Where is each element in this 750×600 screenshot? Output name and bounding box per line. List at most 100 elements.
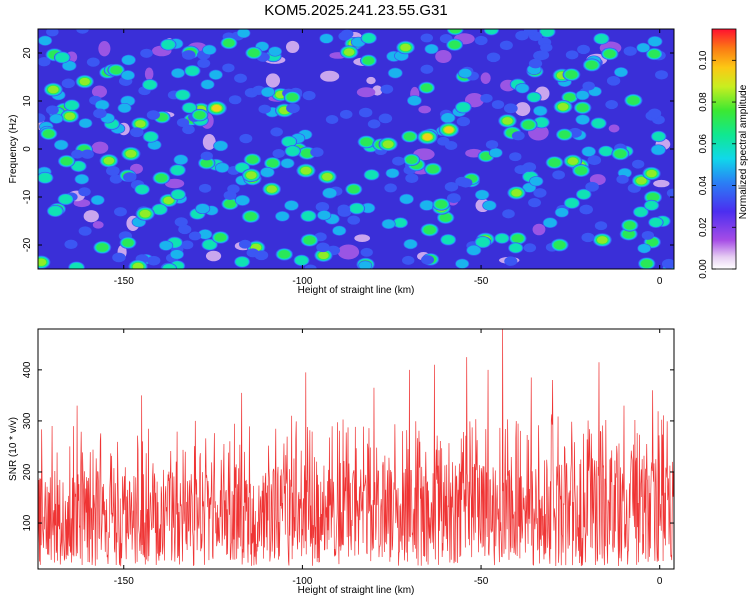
heatmap-blob-level xyxy=(421,255,435,265)
heatmap-blob xyxy=(526,91,542,103)
heatmap-blob xyxy=(621,219,639,232)
heatmap-blob xyxy=(632,159,645,169)
heatmap-blob-level xyxy=(511,189,522,197)
heatmap-blob-level xyxy=(359,261,372,269)
heatmap-hotspot xyxy=(93,240,112,254)
snr-x-tick-label: -100 xyxy=(292,576,312,587)
heatmap-blob-level xyxy=(362,56,375,65)
heatmap-blob-level xyxy=(239,133,253,144)
heatmap-blob-level xyxy=(476,237,490,247)
heatmap-blob-level xyxy=(202,45,216,55)
heatmap-blob xyxy=(647,108,662,119)
heatmap-blob xyxy=(491,100,505,109)
heatmap-blob-level xyxy=(444,181,459,192)
heatmap-blob xyxy=(293,254,310,267)
heatmap-blob-level xyxy=(72,161,85,171)
heatmap-blob xyxy=(197,229,213,240)
heatmap-blob-level xyxy=(535,50,550,60)
heatmap-blob-level xyxy=(576,90,589,100)
heatmap-blob-level xyxy=(399,194,414,204)
heatmap-blob-level xyxy=(301,148,314,158)
heatmap-blob xyxy=(466,244,482,256)
heatmap-blob-level xyxy=(223,38,235,48)
heatmap-blob xyxy=(474,189,490,201)
heatmap-x-ticks: -150 -100 -50 0 xyxy=(114,29,663,287)
heatmap-valley xyxy=(418,105,431,114)
heatmap-blob xyxy=(268,46,283,57)
heatmap-blob xyxy=(239,133,253,144)
heatmap-blob xyxy=(80,149,94,159)
heatmap-blob xyxy=(555,128,574,141)
heatmap-blob-level xyxy=(579,204,594,215)
heatmap-blob xyxy=(284,200,299,211)
heatmap-blob-level xyxy=(425,44,438,54)
heatmap-hotspot-level xyxy=(139,209,151,218)
heatmap-blob xyxy=(419,199,435,211)
heatmap-blob-level xyxy=(645,201,658,210)
heatmap-blob xyxy=(523,243,537,253)
heatmap-blob-level xyxy=(439,213,452,222)
heatmap-blob-level xyxy=(360,137,373,147)
heatmap-blob-level xyxy=(198,229,212,239)
heatmap-blob xyxy=(486,52,501,63)
heatmap-blob xyxy=(446,38,464,51)
heatmap-blob-level xyxy=(174,217,188,227)
heatmap-blob xyxy=(38,113,46,123)
heatmap-blob xyxy=(515,30,529,41)
heatmap-blob xyxy=(234,73,247,83)
heatmap-blob-level xyxy=(79,118,92,128)
heatmap-blob-level xyxy=(528,58,543,69)
heatmap-blob-level xyxy=(503,103,518,114)
heatmap-blob xyxy=(272,149,285,158)
heatmap-blob xyxy=(514,165,527,175)
heatmap-blob xyxy=(643,199,660,211)
heatmap-blob-level xyxy=(515,30,529,41)
heatmap-blob-level xyxy=(320,33,333,44)
heatmap-blob xyxy=(339,109,353,119)
heatmap-blob xyxy=(406,95,422,106)
heatmap-blob-level xyxy=(224,199,236,209)
heatmap-blob xyxy=(170,68,186,79)
heatmap-hotspot-level xyxy=(300,166,312,175)
heatmap-blob-level xyxy=(365,170,378,180)
heatmap-blob xyxy=(643,190,663,204)
heatmap-valley xyxy=(83,210,99,223)
heatmap-blob-level xyxy=(405,155,418,164)
snr-y-tick-label: 400 xyxy=(22,361,33,378)
heatmap-blob-level xyxy=(159,240,173,251)
heatmap-blob xyxy=(360,54,377,67)
heatmap-blob-level xyxy=(234,73,247,83)
heatmap-blob xyxy=(57,154,76,168)
heatmap-blob xyxy=(119,236,137,249)
heatmap-blob xyxy=(142,130,159,143)
heatmap-blob xyxy=(581,146,597,157)
heatmap-blob xyxy=(598,145,614,157)
heatmap-blob-level xyxy=(648,36,662,47)
heatmap-blob xyxy=(178,224,192,235)
heatmap-blob-level xyxy=(64,112,76,120)
heatmap-blob xyxy=(587,155,602,166)
heatmap-blob xyxy=(575,114,591,125)
heatmap-blob xyxy=(201,238,218,251)
heatmap-blob xyxy=(511,131,525,141)
colorbar-tick-label: 0.06 xyxy=(698,134,709,154)
heatmap-blob-level xyxy=(153,204,167,215)
heatmap-blob-level xyxy=(646,192,660,202)
heatmap-blob-level xyxy=(565,70,578,79)
heatmap-blob-level xyxy=(235,195,250,206)
heatmap-hotspot-level xyxy=(444,126,454,134)
heatmap-x-tick-label: -150 xyxy=(114,276,134,287)
heatmap-blob xyxy=(78,118,93,129)
heatmap-blob-level xyxy=(420,33,434,43)
heatmap-blob xyxy=(482,200,497,211)
heatmap-blob xyxy=(315,201,330,212)
heatmap-blob-level xyxy=(76,29,89,34)
heatmap-valley xyxy=(285,40,300,53)
heatmap-valley xyxy=(92,221,104,229)
heatmap-blob xyxy=(214,162,230,173)
heatmap-blob xyxy=(554,207,569,218)
heatmap-blob-level xyxy=(576,114,590,125)
heatmap-blob-level xyxy=(201,79,214,89)
heatmap-blob-level xyxy=(118,103,131,113)
heatmap-blob-level xyxy=(301,211,315,221)
